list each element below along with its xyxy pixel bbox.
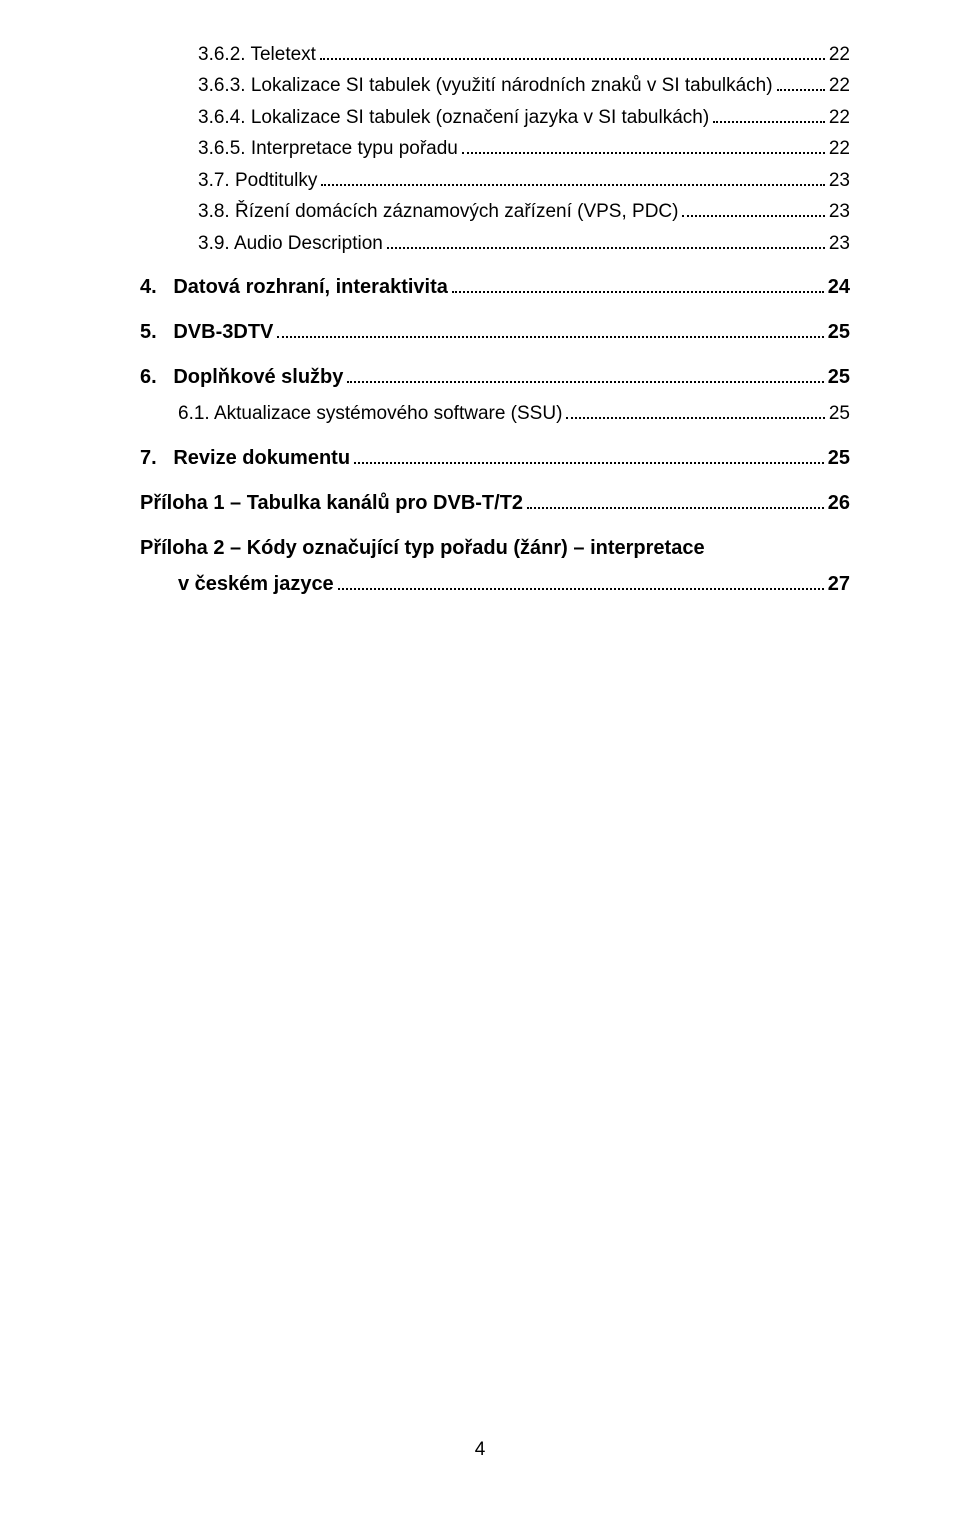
toc-entry: 3.6.5. Interpretace typu pořadu 22 [140,134,850,163]
toc-entry: 3.6.3. Lokalizace SI tabulek (využití ná… [140,71,850,100]
toc-entry: 6. Doplňkové služby 25 [140,362,850,393]
toc-entry: 7. Revize dokumentu 25 [140,443,850,474]
toc-leader [527,489,824,509]
toc-label: 3.7. Podtitulky [198,166,317,195]
toc-entry: 6.1. Aktualizace systémového software (S… [140,399,850,428]
toc-label: 3.8. Řízení domácích záznamových zařízen… [198,197,678,226]
toc-entry-appendix: Příloha 1 – Tabulka kanálů pro DVB-T/T2 … [140,488,850,519]
toc-leader [338,570,824,590]
toc-page: 23 [829,197,850,226]
toc-entry-appendix-cont: v českém jazyce 27 [140,570,850,596]
toc-page: 25 [828,362,850,393]
toc-entry: 5. DVB-3DTV 25 [140,317,850,348]
toc-leader [347,363,823,383]
toc-label: v českém jazyce [178,573,334,596]
toc-page: 22 [829,103,850,132]
page-number: 4 [0,1439,960,1461]
toc-page: 25 [829,399,850,428]
toc-entry: 3.7. Podtitulky 23 [140,166,850,195]
toc-page: 23 [829,166,850,195]
toc-page: 23 [829,229,850,258]
toc-entry-appendix: Příloha 2 – Kódy označující typ pořadu (… [140,533,850,564]
toc-page: 24 [828,272,850,303]
toc-leader [354,444,824,464]
toc-label: Příloha 2 – Kódy označující typ pořadu (… [140,533,705,564]
toc-leader [682,198,824,217]
page: 3.6.2. Teletext 22 3.6.3. Lokalizace SI … [0,0,960,1517]
toc-leader [566,400,824,419]
toc-label: 6. Doplňkové služby [140,362,343,393]
toc-page: 22 [829,134,850,163]
toc-page: 27 [828,573,850,596]
toc-entry: 4. Datová rozhraní, interaktivita 24 [140,272,850,303]
toc-page: 22 [829,71,850,100]
toc-label: 4. Datová rozhraní, interaktivita [140,272,448,303]
toc-page: 25 [828,443,850,474]
toc-label: 3.6.4. Lokalizace SI tabulek (označení j… [198,103,709,132]
toc-label: 3.6.2. Teletext [198,40,316,69]
toc-leader [387,230,825,249]
toc-entry: 3.9. Audio Description 23 [140,229,850,258]
toc-label: Příloha 1 – Tabulka kanálů pro DVB-T/T2 [140,488,523,519]
toc-entry: 3.6.4. Lokalizace SI tabulek (označení j… [140,103,850,132]
toc-leader [777,72,825,91]
toc-label: 7. Revize dokumentu [140,443,350,474]
toc-leader [452,273,824,293]
toc-leader [277,318,823,338]
toc-page: 22 [829,40,850,69]
toc-page: 26 [828,488,850,519]
toc-entry: 3.8. Řízení domácích záznamových zařízen… [140,197,850,226]
toc-leader [462,135,825,154]
toc-leader [713,104,825,123]
toc-label: 3.6.3. Lokalizace SI tabulek (využití ná… [198,71,773,100]
toc-leader [321,167,825,186]
toc-label: 3.9. Audio Description [198,229,383,258]
toc-label: 6.1. Aktualizace systémového software (S… [178,399,562,428]
toc-entry: 3.6.2. Teletext 22 [140,40,850,69]
toc-page: 25 [828,317,850,348]
toc-label: 5. DVB-3DTV [140,317,273,348]
toc-label: 3.6.5. Interpretace typu pořadu [198,134,458,163]
toc-leader [320,41,825,60]
